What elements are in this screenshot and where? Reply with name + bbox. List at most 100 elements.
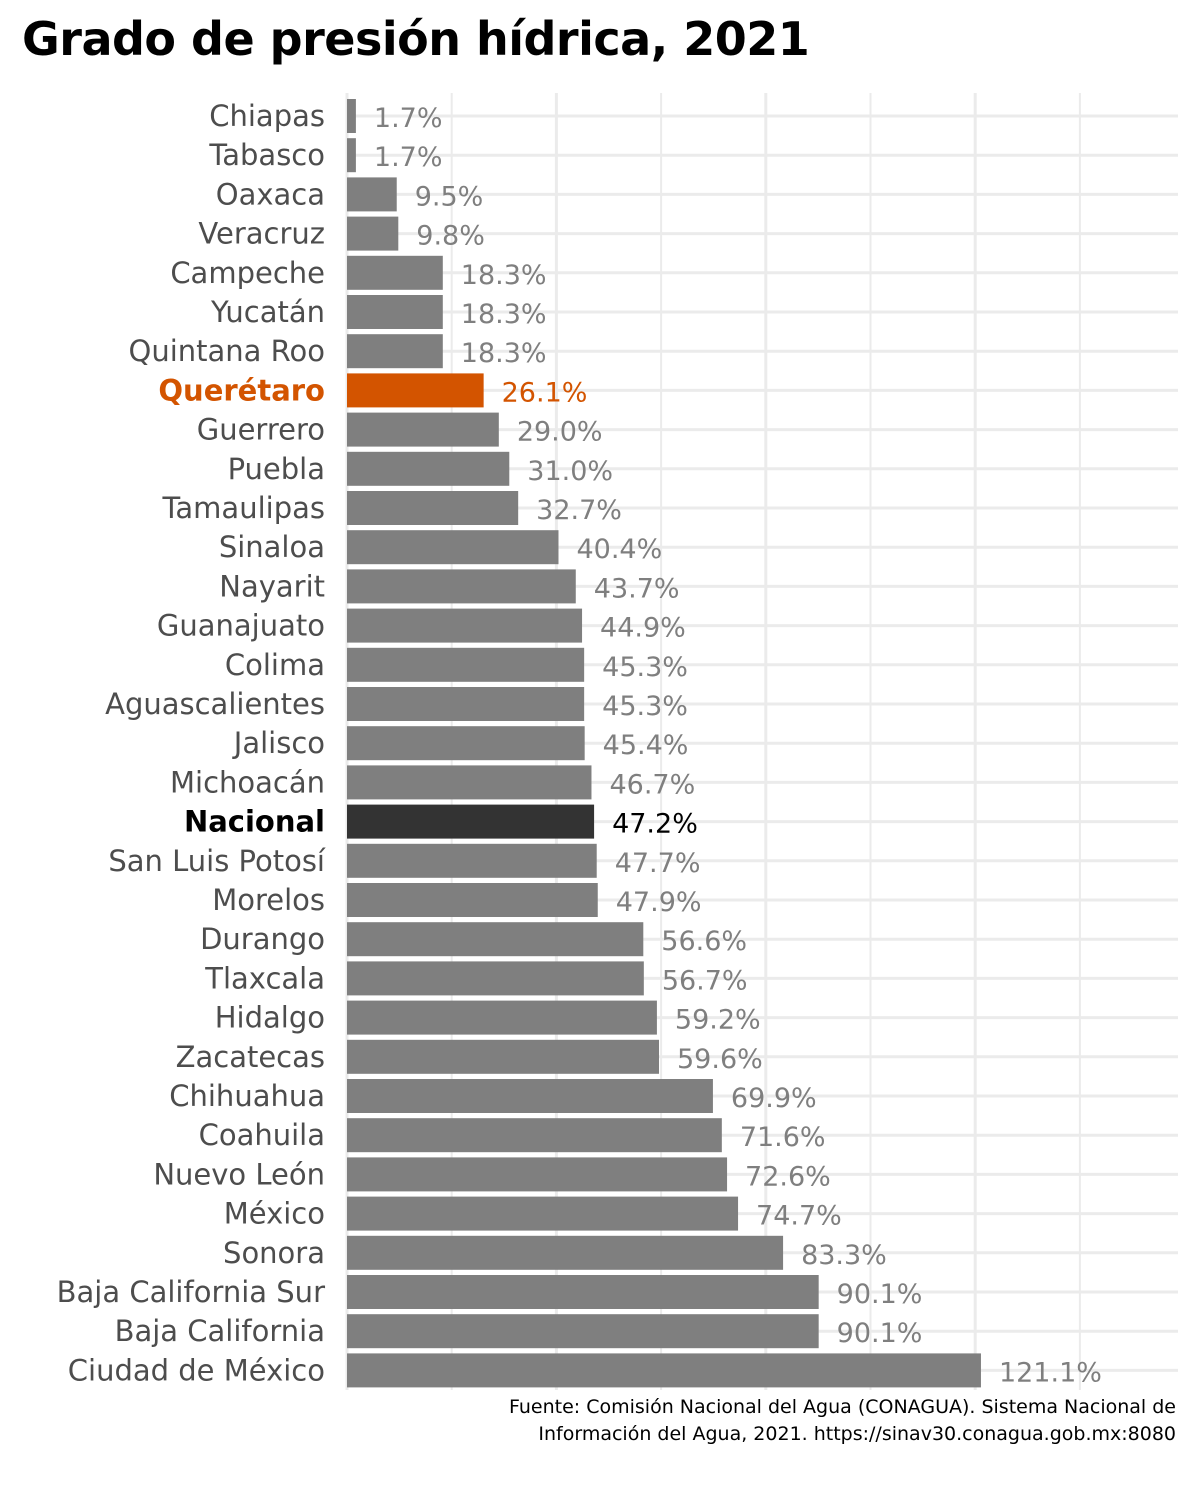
category-label-nacional: Nacional — [184, 805, 325, 839]
value-label-guanajuato: 44.9% — [600, 613, 686, 644]
grid-layer — [345, 93, 1178, 1390]
value-label-guerrero: 29.0% — [517, 417, 603, 448]
category-labels: Chiapas Tabasco Oaxaca Veracruz Campeche Yuca… — [57, 99, 326, 1387]
bars-layer — [347, 99, 981, 1388]
bar-yucatan — [347, 295, 443, 329]
category-label-zacatecas: Zacatecas — [176, 1040, 325, 1074]
bar-chiapas — [347, 99, 356, 133]
category-label-tlaxcala: Tlaxcala — [204, 961, 325, 995]
category-label-chiapas: Chiapas — [209, 99, 325, 133]
bar-oaxaca — [347, 177, 397, 212]
value-label-sonora: 83.3% — [801, 1240, 887, 1271]
value-label-san-luis-potosi: 47.7% — [615, 848, 701, 879]
bar-morelos — [347, 883, 598, 917]
bar-coahuila — [347, 1118, 722, 1153]
bar-san-luis-potosi — [347, 843, 597, 878]
category-label-hidalgo: Hidalgo — [215, 1001, 325, 1035]
category-label-aguascalientes: Aguascalientes — [105, 687, 325, 721]
value-label-tamaulipas: 32.7% — [536, 495, 622, 526]
bar-veracruz — [347, 216, 399, 251]
value-label-michoacan: 46.7% — [609, 769, 695, 800]
bar-baja-california-sur — [347, 1275, 819, 1309]
bar-hidalgo — [347, 1000, 657, 1035]
caption-line-1: Fuente: Comisión Nacional del Agua (CONA… — [508, 1396, 1176, 1418]
bar-tabasco — [347, 138, 356, 173]
bar-nuevo-leon — [347, 1157, 728, 1192]
category-label-morelos: Morelos — [212, 883, 325, 917]
category-label-san-luis-potosi: San Luis Potosí — [108, 844, 326, 878]
category-label-quintana-roo: Quintana Roo — [129, 334, 326, 368]
source-caption: Fuente: Comisión Nacional del Agua (CONA… — [509, 1394, 1176, 1448]
category-label-puebla: Puebla — [228, 452, 325, 486]
category-label-sinaloa: Sinaloa — [219, 530, 325, 564]
bar-sonora — [347, 1235, 784, 1270]
value-label-mexico: 74.7% — [756, 1201, 842, 1232]
category-label-queretaro: Querétaro — [158, 373, 325, 407]
value-label-tabasco: 1.7% — [374, 142, 443, 173]
bar-zacatecas — [347, 1039, 660, 1074]
bar-tlaxcala — [347, 961, 644, 996]
chart-title: Grado de presión hídrica, 2021 — [22, 12, 810, 66]
category-label-colima: Colima — [225, 648, 325, 682]
value-label-baja-california: 90.1% — [837, 1318, 923, 1349]
value-label-sinaloa: 40.4% — [576, 534, 662, 565]
bar-campeche — [347, 255, 443, 290]
bar-tamaulipas — [347, 491, 519, 525]
bar-durango — [347, 922, 644, 957]
category-label-tabasco: Tabasco — [208, 138, 325, 172]
value-label-puebla: 31.0% — [527, 456, 613, 487]
category-label-coahuila: Coahuila — [199, 1118, 325, 1152]
value-label-queretaro: 26.1% — [502, 377, 588, 408]
value-label-zacatecas: 59.6% — [677, 1044, 763, 1075]
category-label-ciudad-de-mexico: Ciudad de México — [68, 1353, 325, 1387]
category-label-durango: Durango — [200, 922, 325, 956]
value-label-colima: 45.3% — [602, 652, 688, 683]
category-label-jalisco: Jalisco — [232, 726, 325, 760]
category-label-guanajuato: Guanajuato — [157, 609, 325, 643]
bar-nayarit — [347, 569, 576, 604]
category-label-mexico: México — [224, 1197, 325, 1231]
value-labels: 1.7% 1.7% 9.5% 9.8% 18.3% 18.3% 18.3% 26.1% 29.0… — [374, 103, 1102, 1388]
value-label-morelos: 47.9% — [616, 887, 702, 918]
bar-quintana-roo — [347, 334, 443, 369]
category-label-veracruz: Veracruz — [198, 217, 325, 251]
bar-colima — [347, 647, 585, 682]
value-label-ciudad-de-mexico: 121.1% — [999, 1357, 1102, 1388]
category-label-campeche: Campeche — [170, 256, 325, 290]
category-label-nuevo-leon: Nuevo León — [153, 1157, 325, 1191]
caption-line-2: Información del Agua, 2021. https://sina… — [538, 1423, 1176, 1445]
bar-aguascalientes — [347, 687, 585, 721]
category-label-sonora: Sonora — [223, 1236, 325, 1270]
value-label-quintana-roo: 18.3% — [461, 338, 547, 369]
value-label-nayarit: 43.7% — [594, 573, 680, 604]
bar-baja-california — [347, 1314, 819, 1349]
value-label-durango: 56.6% — [661, 926, 747, 957]
bar-chihuahua — [347, 1079, 713, 1113]
bar-jalisco — [347, 726, 585, 761]
category-label-tamaulipas: Tamaulipas — [162, 491, 326, 525]
bar-ciudad-de-mexico — [347, 1353, 981, 1388]
bar-michoacan — [347, 765, 592, 800]
value-label-hidalgo: 59.2% — [675, 1005, 761, 1036]
bar-guanajuato — [347, 608, 583, 643]
value-label-aguascalientes: 45.3% — [602, 691, 688, 722]
value-label-yucatan: 18.3% — [461, 299, 547, 330]
bar-nacional — [347, 804, 595, 839]
category-label-guerrero: Guerrero — [197, 413, 325, 447]
value-label-nacional: 47.2% — [612, 809, 698, 840]
bar-queretaro — [347, 373, 484, 408]
category-label-michoacan: Michoacán — [170, 765, 325, 799]
bar-puebla — [347, 451, 510, 486]
category-label-baja-california: Baja California — [115, 1314, 325, 1348]
category-label-oaxaca: Oaxaca — [216, 177, 325, 211]
bar-guerrero — [347, 412, 499, 447]
value-label-nuevo-leon: 72.6% — [745, 1161, 831, 1192]
value-label-tlaxcala: 56.7% — [662, 965, 748, 996]
category-label-chihuahua: Chihuahua — [169, 1079, 325, 1113]
category-label-baja-california-sur: Baja California Sur — [57, 1275, 325, 1309]
value-label-jalisco: 45.4% — [603, 730, 689, 761]
category-label-yucatan: Yucatán — [210, 295, 325, 329]
bar-sinaloa — [347, 530, 559, 565]
value-label-campeche: 18.3% — [461, 260, 547, 291]
